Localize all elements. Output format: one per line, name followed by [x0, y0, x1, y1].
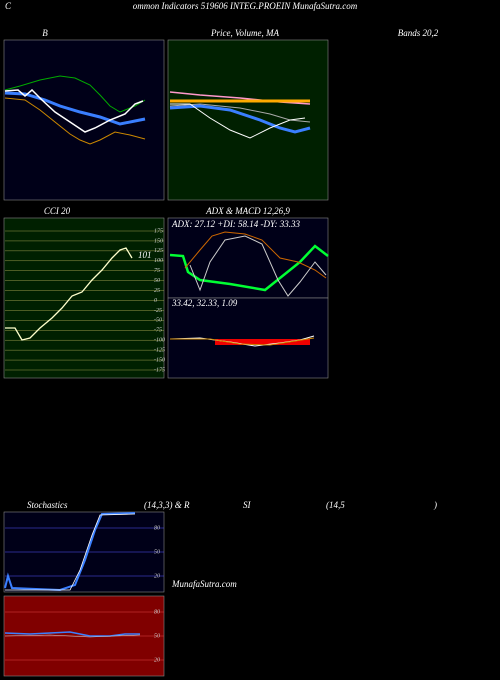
stoch-title: (14,3,3) & R [144, 500, 190, 510]
tick-label: 150 [154, 238, 163, 244]
adx-title: ADX & MACD 12,26,9 [205, 206, 290, 216]
tick-label: 100 [154, 258, 163, 264]
stoch-title: Stochastics [27, 500, 68, 510]
rsi-ma [4, 634, 141, 638]
cci-title: CCI 20 [44, 206, 71, 216]
stoch-d [5, 513, 136, 591]
macd-readout: 33.42, 32.33, 1.09 [171, 298, 238, 308]
tick-label: 175 [154, 228, 163, 234]
tick-label: 75 [154, 268, 160, 274]
tick-label: -100 [154, 338, 165, 344]
adx-panel [167, 217, 329, 299]
adx-line [169, 244, 329, 292]
adx-readout: ADX: 27.12 +DI: 58.14 -DY: 33.33 [171, 219, 300, 229]
macd-histogram [215, 339, 310, 345]
price-line [4, 88, 144, 133]
signal-line [170, 337, 315, 346]
price-title: Price, Volume, MA [210, 28, 279, 38]
stoch-title: SI [243, 500, 252, 510]
tick-label: 50 [154, 549, 160, 555]
cci-panel [3, 217, 165, 379]
minus-di [189, 235, 327, 297]
plus-di [184, 231, 327, 279]
tick-label: -150 [154, 357, 165, 363]
header-prefix: C [5, 1, 12, 11]
tick-label: -25 [154, 308, 162, 314]
tick-label: 125 [154, 248, 163, 254]
tick-label: -50 [154, 318, 162, 324]
tick-label: 25 [154, 288, 160, 294]
bollinger-right-title: Bands 20,2 [398, 28, 439, 38]
tick-label: 50 [154, 278, 160, 284]
ma-line [169, 103, 311, 123]
lower-band [4, 97, 146, 145]
tick-label: 20 [154, 573, 160, 579]
tick-label: -175 [154, 367, 165, 373]
ma-line [169, 91, 311, 105]
stoch-title: ) [433, 500, 437, 510]
rsi-line [4, 631, 140, 637]
tick-label: 50 [154, 633, 160, 639]
tick-label: 20 [154, 657, 160, 663]
price-line [170, 103, 306, 139]
tick-label: 80 [154, 609, 160, 615]
stoch-k [4, 512, 136, 592]
ma-line [169, 104, 311, 134]
cci-last: 101 [138, 250, 152, 260]
upper-band [4, 75, 146, 113]
tick-label: 0 [154, 298, 157, 304]
tick-label: 80 [154, 525, 160, 531]
stoch-title: (14,5 [326, 500, 345, 510]
bollinger-title: B [42, 28, 48, 38]
price-panel [167, 39, 329, 201]
header-title: ommon Indicators 519606 INTEG.PROEIN Mun… [133, 1, 358, 11]
middle-band [4, 91, 146, 126]
tick-label: -125 [154, 348, 165, 354]
tick-label: -75 [154, 328, 162, 334]
cci-line [5, 247, 133, 341]
watermark: MunafaSutra.com [171, 579, 237, 589]
